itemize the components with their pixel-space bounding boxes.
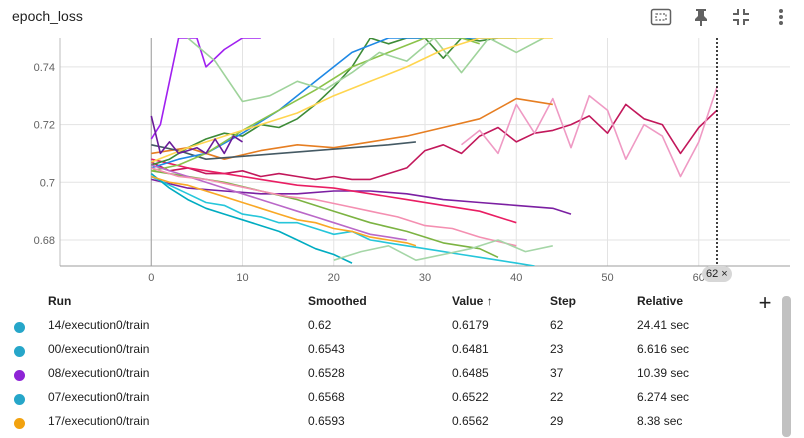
table-body: 14/execution0/train 0.62 0.6179 62 24.41 sec… <box>0 318 780 438</box>
relative-time: 6.616 sec <box>637 342 690 356</box>
y-tick-label: 0.72 <box>34 120 55 132</box>
pin-icon[interactable] <box>688 6 714 28</box>
series-line[interactable] <box>461 86 718 178</box>
series-line[interactable] <box>151 175 417 247</box>
run-name: 00/execution0/train <box>48 342 150 356</box>
smoothed-value: 0.6543 <box>308 342 345 356</box>
smoothed-value: 0.6593 <box>308 414 345 428</box>
step-marker-label[interactable]: 62 × <box>702 266 732 282</box>
column-relative[interactable]: Relative <box>637 294 684 308</box>
x-tick-label: 60 <box>693 272 705 284</box>
step-value: 37 <box>550 366 564 380</box>
x-tick-label: 30 <box>419 272 431 284</box>
x-tick-label: 20 <box>328 272 340 284</box>
x-tick-label: 0 <box>148 272 154 284</box>
table-row[interactable]: 07/execution0/train 0.6568 0.6522 22 6.274 s… <box>0 390 780 414</box>
series-line[interactable] <box>150 38 261 140</box>
series-line[interactable] <box>150 175 535 267</box>
fit-domain-icon[interactable] <box>648 6 674 28</box>
series-line[interactable] <box>151 38 498 169</box>
run-color-dot <box>14 370 25 381</box>
table-row[interactable]: 14/execution0/train 0.62 0.6179 62 24.41 sec <box>0 318 780 342</box>
series-line[interactable] <box>151 178 572 215</box>
add-column-button[interactable]: + <box>758 290 772 315</box>
series-line[interactable] <box>151 158 517 224</box>
table-scrollbar[interactable] <box>782 296 791 437</box>
series-line[interactable] <box>187 38 544 103</box>
run-name: 14/execution0/train <box>48 318 150 332</box>
smoothed-value: 0.62 <box>308 318 332 332</box>
run-color-dot <box>14 394 25 405</box>
relative-time: 6.274 sec <box>637 390 690 404</box>
step-value: 23 <box>550 342 564 356</box>
relative-time: 10.39 sec <box>637 366 690 380</box>
chart-toolbar <box>648 6 794 28</box>
runs-table: Run Smoothed Value ↑ Step Relative 14/ex… <box>0 294 780 438</box>
series-group <box>150 38 718 267</box>
x-tick-label: 40 <box>510 272 522 284</box>
table-row[interactable]: 08/execution0/train 0.6528 0.6485 37 10.39 s… <box>0 366 780 390</box>
more-vert-icon[interactable] <box>768 6 794 28</box>
raw-value: 0.6485 <box>452 366 489 380</box>
run-color-dot <box>14 346 25 357</box>
y-tick-label: 0.68 <box>34 235 55 247</box>
run-color-dot <box>14 322 25 333</box>
column-value[interactable]: Value ↑ <box>452 294 493 308</box>
series-line[interactable] <box>151 170 499 259</box>
table-row[interactable]: 00/execution0/train 0.6543 0.6481 23 6.616 s… <box>0 342 780 366</box>
run-name: 17/execution0/train <box>48 414 150 428</box>
raw-value: 0.6481 <box>452 342 489 356</box>
raw-value: 0.6522 <box>452 390 489 404</box>
raw-value: 0.6179 <box>452 318 489 332</box>
series-line[interactable] <box>151 97 553 160</box>
step-value: 29 <box>550 414 564 428</box>
smoothed-value: 0.6568 <box>308 390 345 404</box>
smoothed-value: 0.6528 <box>308 366 345 380</box>
series-line[interactable] <box>151 38 517 166</box>
chart-title: epoch_loss <box>12 8 83 24</box>
y-tick-label: 0.7 <box>40 177 55 189</box>
x-tick-label: 10 <box>236 272 248 284</box>
collapse-icon[interactable] <box>728 6 754 28</box>
run-name: 07/execution0/train <box>48 390 150 404</box>
table-header: Run Smoothed Value ↑ Step Relative <box>0 294 780 318</box>
series-line[interactable] <box>333 239 553 261</box>
series-line[interactable] <box>151 38 553 163</box>
series-line[interactable] <box>150 103 718 181</box>
loss-chart[interactable]: 0 10 20 30 40 50 60 0.68 0.7 0.72 0.74 <box>0 38 790 288</box>
table-row[interactable]: 17/execution0/train 0.6593 0.6562 29 8.38 se… <box>0 414 780 438</box>
series-line[interactable] <box>150 115 243 155</box>
column-run[interactable]: Run <box>48 294 72 308</box>
run-name: 08/execution0/train <box>48 366 150 380</box>
relative-time: 8.38 sec <box>637 414 683 428</box>
column-smoothed[interactable]: Smoothed <box>308 294 367 308</box>
series-line[interactable] <box>151 164 407 241</box>
series-line[interactable] <box>151 167 517 247</box>
x-tick-label: 50 <box>601 272 613 284</box>
step-value: 22 <box>550 390 564 404</box>
raw-value: 0.6562 <box>452 414 489 428</box>
column-step[interactable]: Step <box>550 294 577 308</box>
run-color-dot <box>14 418 25 429</box>
relative-time: 24.41 sec <box>637 318 690 332</box>
series-line[interactable] <box>151 141 416 160</box>
series-line[interactable] <box>151 38 480 172</box>
step-value: 62 <box>550 318 564 332</box>
y-tick-label: 0.74 <box>34 62 55 74</box>
series-line[interactable] <box>150 172 353 264</box>
